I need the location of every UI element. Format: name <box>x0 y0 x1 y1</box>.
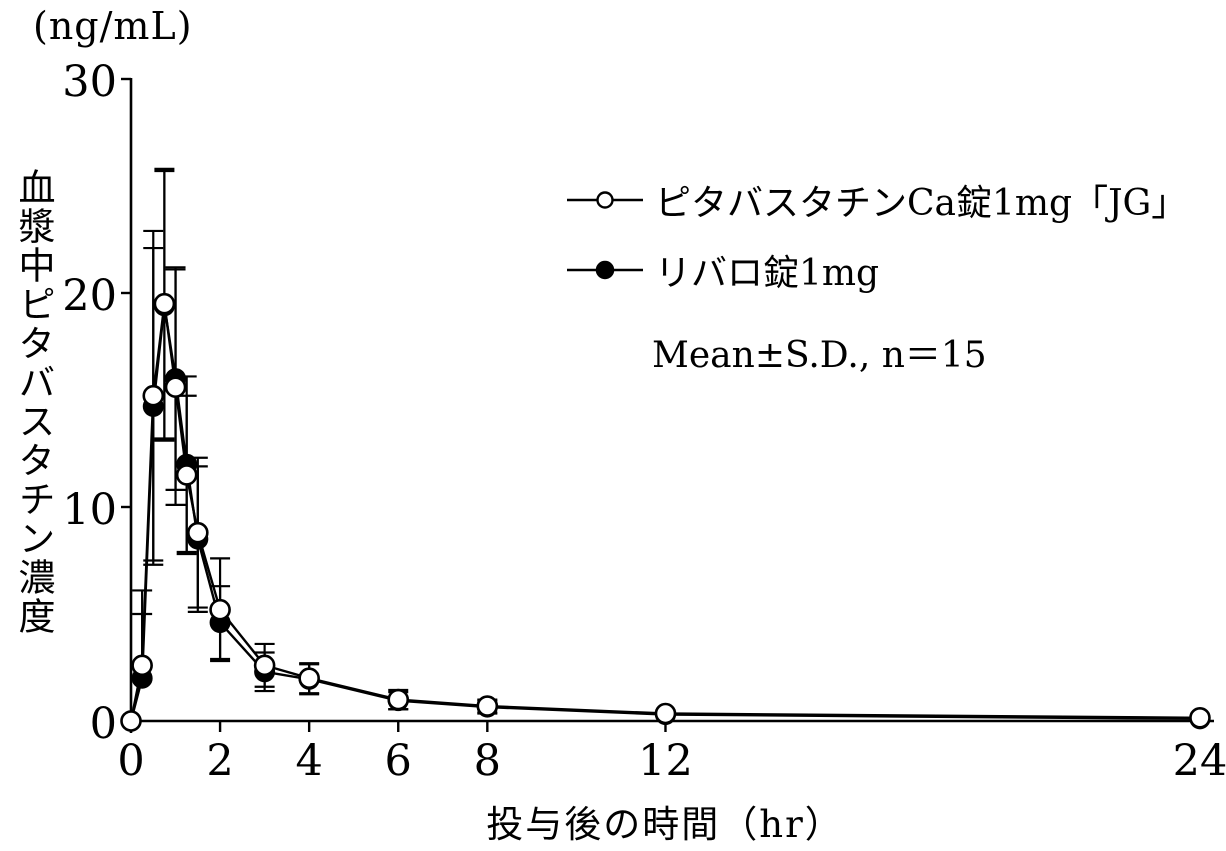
data-point-open-circle <box>253 654 276 677</box>
y-tick-label: 20 <box>62 271 117 321</box>
legend-item-jg-tablet: ピタバスタチンCa錠1mg「JG」 <box>567 178 1187 224</box>
data-point-open-circle <box>187 521 209 544</box>
data-point-open-circle <box>120 710 142 732</box>
y-tick-label: 10 <box>62 485 117 535</box>
data-point-open-circle <box>476 695 499 717</box>
x-axis-title: 投与後の時間（hr） <box>486 803 844 846</box>
legend-label-jg: ピタバスタチンCa錠1mg「JG」 <box>655 183 1188 224</box>
legend-label-livalo: リバロ錠1mg <box>655 253 880 294</box>
x-tick-label: 2 <box>206 736 233 786</box>
y-tick-label: 30 <box>62 57 117 107</box>
legend-item-livalo-tablet: リバロ錠1mg <box>567 248 879 294</box>
x-tick-label: 0 <box>117 736 144 786</box>
x-tick-label: 6 <box>385 736 412 786</box>
y-axis-title: 血漿中ピタバスタチン濃度 <box>12 168 55 636</box>
data-point-open-circle <box>387 688 410 711</box>
data-point-open-circle <box>142 384 165 407</box>
x-tick-label: 8 <box>474 736 501 786</box>
x-tick-label: 12 <box>638 736 693 786</box>
data-point-open-circle <box>131 654 153 677</box>
y-tick-label: 0 <box>90 699 117 749</box>
x-tick-label: 24 <box>1173 736 1226 786</box>
data-point-open-circle <box>298 667 320 690</box>
data-point-open-circle <box>1189 706 1211 729</box>
x-tick-label: 4 <box>295 736 322 786</box>
open-circle-marker-icon <box>567 191 643 209</box>
data-point-open-circle <box>153 292 176 315</box>
legend-note-mean-sd: Mean±S.D., n＝15 <box>652 335 987 376</box>
data-point-open-circle <box>164 376 187 398</box>
data-point-open-circle <box>175 464 198 486</box>
y-axis-unit-label: (ng/mL) <box>33 4 193 48</box>
filled-circle-marker-icon <box>567 260 643 280</box>
data-point-open-circle <box>654 702 677 725</box>
data-point-open-circle <box>209 598 231 621</box>
